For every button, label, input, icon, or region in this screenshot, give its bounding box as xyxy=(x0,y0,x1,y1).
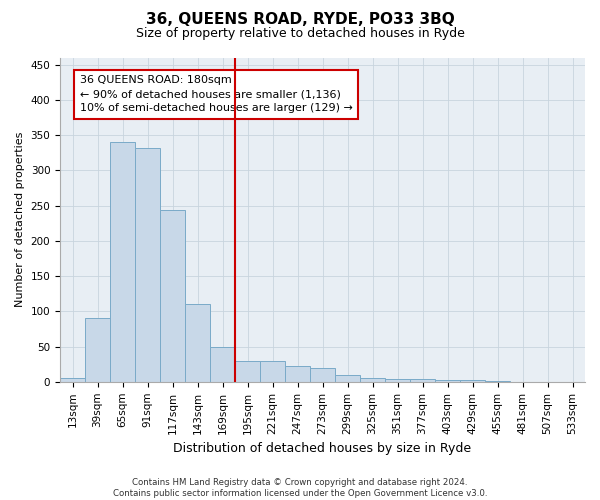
Bar xyxy=(410,379,435,382)
Text: 36, QUEENS ROAD, RYDE, PO33 3BQ: 36, QUEENS ROAD, RYDE, PO33 3BQ xyxy=(146,12,454,28)
Text: Size of property relative to detached houses in Ryde: Size of property relative to detached ho… xyxy=(136,28,464,40)
Bar xyxy=(485,381,510,382)
Bar xyxy=(160,210,185,382)
Bar xyxy=(310,368,335,382)
Bar xyxy=(85,318,110,382)
Bar xyxy=(110,142,135,382)
Bar xyxy=(435,380,460,382)
Bar xyxy=(135,148,160,382)
Bar xyxy=(185,304,210,382)
Bar xyxy=(385,379,410,382)
Bar xyxy=(235,360,260,382)
Bar xyxy=(260,360,285,382)
Text: 36 QUEENS ROAD: 180sqm
← 90% of detached houses are smaller (1,136)
10% of semi-: 36 QUEENS ROAD: 180sqm ← 90% of detached… xyxy=(80,75,353,113)
Bar xyxy=(210,346,235,382)
Bar xyxy=(285,366,310,382)
Bar xyxy=(460,380,485,382)
Y-axis label: Number of detached properties: Number of detached properties xyxy=(15,132,25,308)
Text: Contains HM Land Registry data © Crown copyright and database right 2024.
Contai: Contains HM Land Registry data © Crown c… xyxy=(113,478,487,498)
Bar xyxy=(335,376,360,382)
Bar xyxy=(360,378,385,382)
Bar xyxy=(60,378,85,382)
X-axis label: Distribution of detached houses by size in Ryde: Distribution of detached houses by size … xyxy=(173,442,472,455)
